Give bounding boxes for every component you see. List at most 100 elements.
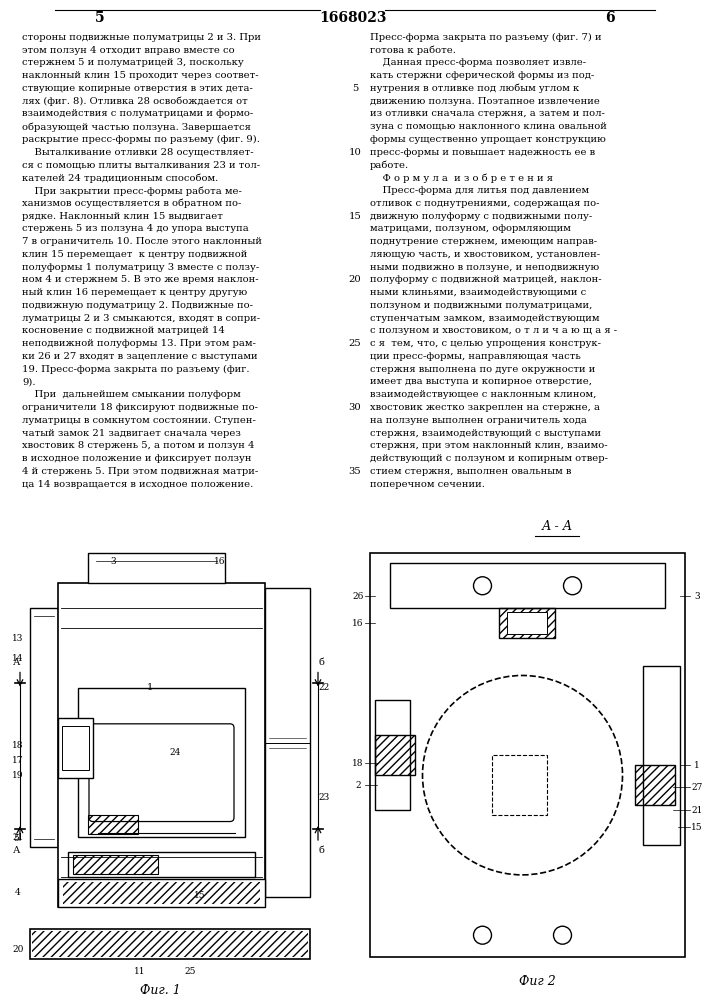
Text: полуформы 1 полуматрицу 3 вместе с ползу-: полуформы 1 полуматрицу 3 вместе с ползу… [22,263,259,272]
Text: взаимодействия с полуматрицами и формо-: взаимодействия с полуматрицами и формо- [22,109,253,118]
Text: отливок с поднутрениями, содержащая по-: отливок с поднутрениями, содержащая по- [370,199,600,208]
Text: Пресс-форма закрыта по разъему (фиг. 7) и: Пресс-форма закрыта по разъему (фиг. 7) … [370,33,602,42]
Text: пресс-формы и повышает надежность ее в: пресс-формы и повышает надежность ее в [370,148,595,157]
Bar [63,882,260,904]
Text: 9).: 9). [22,377,35,386]
Text: косновение с подвижной матрицей 14: косновение с подвижной матрицей 14 [22,326,225,335]
Text: 25: 25 [185,967,196,976]
Text: 35: 35 [349,467,361,476]
Text: 18: 18 [352,759,363,768]
Text: 27: 27 [691,783,703,792]
Circle shape [423,675,622,875]
Text: 26: 26 [352,592,363,601]
Text: движную полуформу с подвижными полу-: движную полуформу с подвижными полу- [370,212,592,221]
Text: 4 й стержень 5. При этом подвижная матри-: 4 й стержень 5. При этом подвижная матри… [22,467,258,476]
Text: готова к работе.: готова к работе. [370,46,456,55]
Bar [30,929,310,959]
Text: ца 14 возвращается в исходное положение.: ца 14 возвращается в исходное положение. [22,480,253,489]
Text: 10: 10 [349,148,361,157]
Text: ограничители 18 фиксируют подвижные по-: ограничители 18 фиксируют подвижные по- [22,403,258,412]
Bar [265,588,310,897]
Text: ции пресс-формы, направляющая часть: ции пресс-формы, направляющая часть [370,352,580,361]
Text: раскрытие пресс-формы по разъему (фиг. 9).: раскрытие пресс-формы по разъему (фиг. 9… [22,135,260,144]
Bar [73,855,158,874]
Text: 7 в ограничитель 10. После этого наклонный: 7 в ограничитель 10. После этого наклонн… [22,237,262,246]
Text: подвижную подуматрицу 2. Подвижные по-: подвижную подуматрицу 2. Подвижные по- [22,301,253,310]
Text: клин 15 перемещает  к центру подвижной: клин 15 перемещает к центру подвижной [22,250,247,259]
Bar [58,583,265,907]
Text: 13: 13 [12,634,24,643]
Text: неподвижной полуформы 13. При этом рам-: неподвижной полуформы 13. При этом рам- [22,339,256,348]
Text: Ф о р м у л а  и з о б р е т е н и я: Ф о р м у л а и з о б р е т е н и я [370,173,553,183]
Text: 5: 5 [95,11,105,25]
Text: наклонный клин 15 проходит через соответ-: наклонный клин 15 проходит через соответ… [22,71,259,80]
Text: ляющую часть, и хвостовиком, установлен-: ляющую часть, и хвостовиком, установлен- [370,250,600,259]
Text: нутрения в отливке под любым углом к: нутрения в отливке под любым углом к [370,84,579,93]
Bar [390,563,665,608]
Text: ханизмов осуществляется в обратном по-: ханизмов осуществляется в обратном по- [22,199,241,208]
Text: 1668023: 1668023 [320,11,387,25]
Bar [635,765,675,805]
Text: стороны подвижные полуматрицы 2 и 3. При: стороны подвижные полуматрицы 2 и 3. При [22,33,261,42]
Text: кать стержни сферической формы из под-: кать стержни сферической формы из под- [370,71,595,80]
Text: 23: 23 [318,793,329,802]
Bar [62,726,89,770]
Bar [58,718,93,778]
Text: движению ползуна. Поэтапное извлечение: движению ползуна. Поэтапное извлечение [370,97,600,106]
Bar [375,735,415,775]
Text: ползуном и подвижными полуматрицами,: ползуном и подвижными полуматрицами, [370,301,592,310]
Text: Пресс-форма для литья под давлением: Пресс-форма для литья под давлением [370,186,589,195]
Text: луматрицы 2 и 3 смыкаются, входят в сопри-: луматрицы 2 и 3 смыкаются, входят в сопр… [22,314,260,323]
Text: матрицами, ползуном, оформляющим: матрицами, ползуном, оформляющим [370,224,571,233]
Bar [493,755,547,815]
Bar [68,852,255,877]
Text: 24: 24 [169,748,181,757]
Circle shape [474,926,491,944]
Text: 22: 22 [318,683,329,692]
Text: А - А: А - А [542,520,573,533]
Text: ступенчатым замком, взаимодействующим: ступенчатым замком, взаимодействующим [370,314,600,323]
Circle shape [554,926,571,944]
Text: кателей 24 традиционным способом.: кателей 24 традиционным способом. [22,173,218,183]
Text: б: б [318,658,324,667]
Text: Выталкивание отливки 28 осуществляет-: Выталкивание отливки 28 осуществляет- [22,148,254,157]
Text: 2: 2 [355,781,361,790]
Text: 3: 3 [110,557,116,566]
Bar [30,608,58,847]
Text: 4: 4 [15,888,21,897]
Text: хвостовик жестко закреплен на стержне, а: хвостовик жестко закреплен на стержне, а [370,403,600,412]
Text: стием стержня, выполнен овальным в: стием стержня, выполнен овальным в [370,467,571,476]
Text: 5: 5 [13,834,19,843]
Text: 14: 14 [12,654,24,663]
Text: формы существенно упрощает конструкцию: формы существенно упрощает конструкцию [370,135,606,144]
Text: 18: 18 [12,741,24,750]
Text: стержень 5 из ползуна 4 до упора выступа: стержень 5 из ползуна 4 до упора выступа [22,224,249,233]
Text: 15: 15 [691,823,703,832]
Text: 6: 6 [605,11,615,25]
Bar [375,700,410,810]
Text: 21: 21 [12,833,24,842]
Text: 16: 16 [352,619,363,628]
Text: на ползуне выполнен ограничитель хода: на ползуне выполнен ограничитель хода [370,416,587,425]
Text: стержня выполнена по дуге окружности и: стержня выполнена по дуге окружности и [370,365,595,374]
Text: 21: 21 [691,806,703,815]
Text: б: б [318,846,324,855]
Text: 1: 1 [147,683,153,692]
Text: хвостовик 8 стержень 5, а потом и ползун 4: хвостовик 8 стержень 5, а потом и ползун… [22,441,255,450]
Text: луматрицы в сомкнутом состоянии. Ступен-: луматрицы в сомкнутом состоянии. Ступен- [22,416,256,425]
Text: 15: 15 [349,212,361,221]
Text: ном 4 и стержнем 5. В это же время наклон-: ном 4 и стержнем 5. В это же время накло… [22,275,259,284]
Text: ки 26 и 27 входят в зацепление с выступами: ки 26 и 27 входят в зацепление с выступа… [22,352,257,361]
Text: 19: 19 [12,771,24,780]
Text: 20: 20 [349,275,361,284]
Text: 15: 15 [194,891,206,900]
Bar [508,612,547,634]
Text: 16: 16 [214,557,226,566]
Text: работе.: работе. [370,161,409,170]
Text: рядке. Наклонный клин 15 выдвигает: рядке. Наклонный клин 15 выдвигает [22,212,223,221]
Bar [500,608,556,638]
Bar [643,666,680,845]
Text: полуформу с подвижной матрицей, наклон-: полуформу с подвижной матрицей, наклон- [370,275,602,284]
Text: ся с помощью плиты выталкивания 23 и тол-: ся с помощью плиты выталкивания 23 и тол… [22,161,260,170]
Text: А: А [13,658,21,667]
